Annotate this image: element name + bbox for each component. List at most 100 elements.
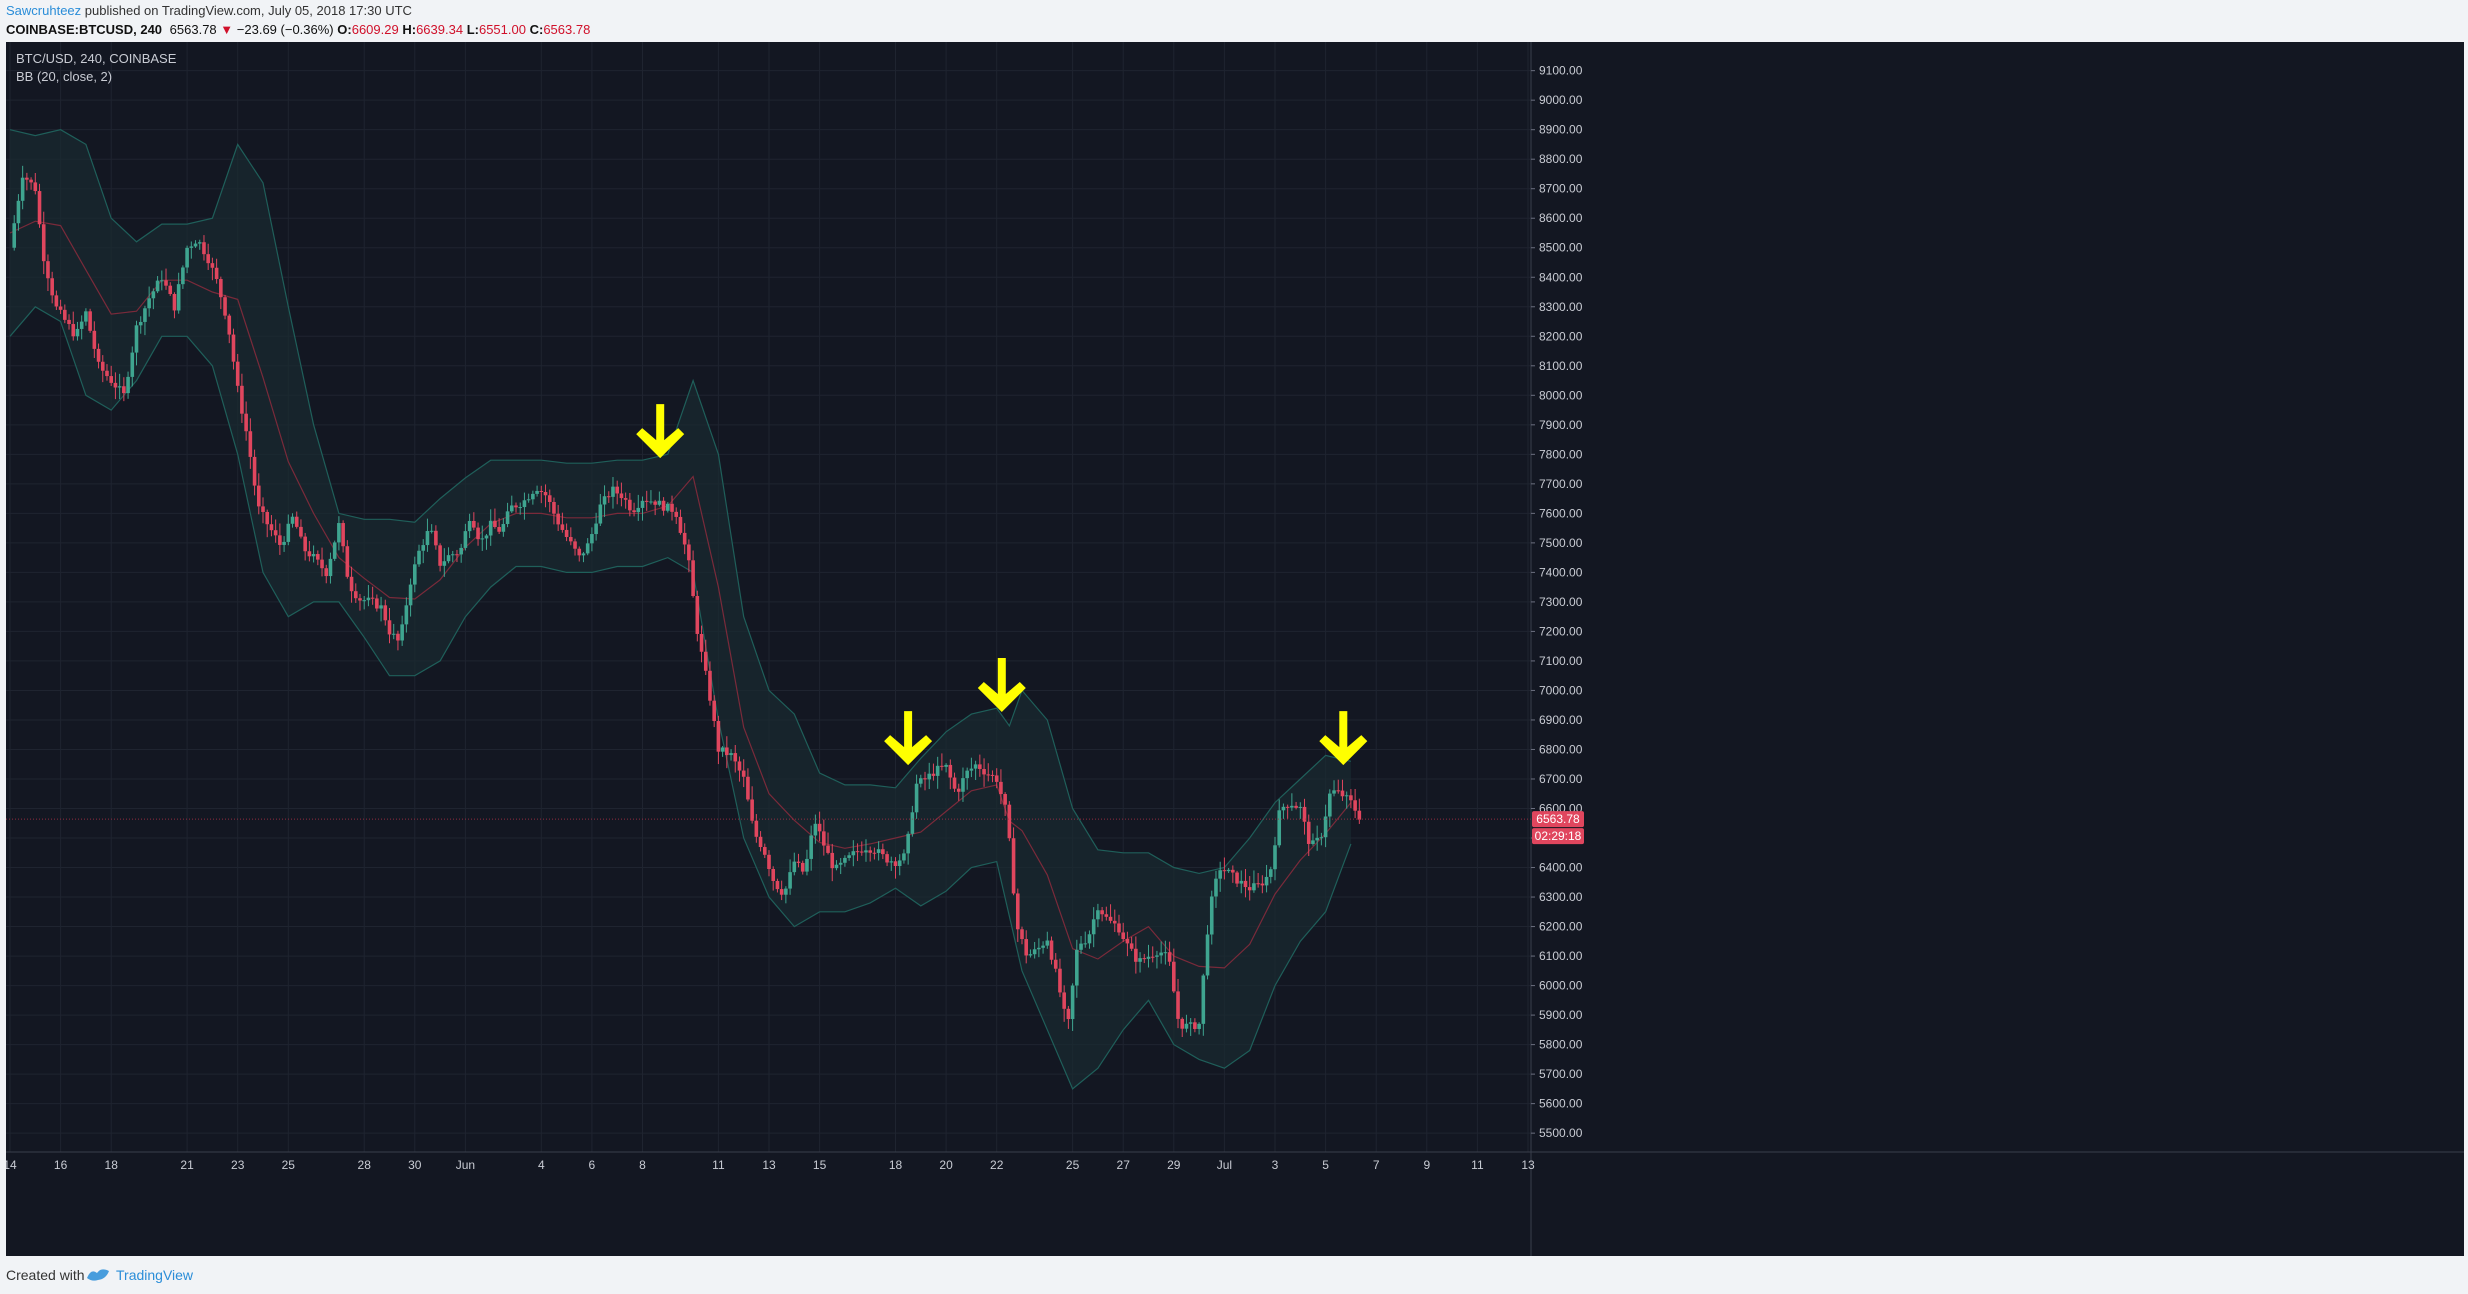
candle-up: [181, 267, 185, 285]
price-axis[interactable]: 5500.00 5600.00 5700.00 5800.00 5900.00 6000.…: [1530, 42, 1583, 1256]
time-axis[interactable]: 14 16 18 21 23 25 28 30 Jun 4 6 8 11 13 15 18 20 22 25 27 29…: [6, 1151, 2464, 1172]
candle-up: [467, 520, 472, 532]
footer: Created with TradingView: [0, 1256, 2468, 1294]
candle-up: [463, 531, 468, 548]
candle-down: [1285, 806, 1290, 808]
candle-up: [488, 520, 493, 536]
candle-down: [767, 854, 771, 869]
candle-up: [328, 558, 333, 577]
price-tick-label: 8600.00: [1539, 211, 1583, 225]
candle-up: [944, 764, 948, 767]
price-tick-label: 5600.00: [1539, 1097, 1583, 1111]
candle-down: [994, 775, 999, 782]
candle-down: [1357, 810, 1362, 820]
candle-down: [1142, 958, 1147, 960]
candle-up: [935, 765, 940, 776]
candle-down: [746, 776, 750, 800]
candle-down: [122, 386, 126, 394]
candle-down: [948, 764, 953, 778]
time-tick-label: 16: [54, 1158, 68, 1172]
time-tick-label: 21: [180, 1158, 194, 1172]
time-tick-label: 30: [408, 1158, 422, 1172]
candle-down: [71, 324, 76, 337]
candle-up: [197, 242, 202, 244]
candle-down: [303, 536, 307, 552]
tradingview-link[interactable]: TradingView: [116, 1267, 194, 1283]
time-tick-label: 15: [813, 1158, 827, 1172]
candle-up: [851, 851, 856, 856]
price-tick-label: 6800.00: [1539, 742, 1583, 756]
candle-up: [864, 850, 868, 853]
price-tick-label: 8200.00: [1539, 329, 1583, 343]
legend-symbol[interactable]: BTC/USD, 240, COINBASE: [16, 51, 177, 66]
candle-down: [1180, 1018, 1185, 1029]
candle-down: [1134, 948, 1138, 962]
candle-up: [509, 505, 514, 512]
candle-down: [1011, 838, 1016, 894]
price-tick-label: 5900.00: [1539, 1008, 1583, 1022]
candle-up: [176, 284, 181, 311]
candle-down: [1349, 795, 1353, 801]
author-link[interactable]: Sawcruhteez: [6, 3, 82, 18]
candle-up: [649, 501, 653, 503]
candle-down: [552, 502, 556, 514]
close-value: 6563.78: [543, 22, 591, 37]
candle-up: [75, 328, 80, 337]
candle-up: [1079, 943, 1083, 950]
candle-up: [193, 243, 198, 247]
tradingview-logo-icon[interactable]: [86, 1265, 110, 1283]
chart-pane[interactable]: 5500.00 5600.00 5700.00 5800.00 5900.00 6000.…: [6, 42, 2464, 1256]
candle-up: [590, 534, 594, 544]
band-lower-line: [9, 306, 1352, 1090]
candle-down: [762, 847, 767, 855]
candle-down: [278, 535, 282, 545]
candle-up: [969, 768, 974, 771]
candle-down: [455, 554, 459, 556]
publication-header: Sawcruhteez published on TradingView.com…: [0, 0, 2468, 42]
candle-down: [273, 530, 278, 536]
candle-down: [387, 620, 392, 635]
candle-up: [594, 523, 598, 535]
candle-down: [202, 242, 206, 255]
candle-down: [670, 503, 674, 512]
candle-down: [33, 182, 38, 192]
candle-down: [96, 348, 101, 362]
candle-down: [375, 598, 379, 609]
annotation-arrows: [636, 404, 1368, 766]
candle-up: [927, 773, 932, 780]
candle-down: [1193, 1022, 1197, 1029]
candle-down: [986, 774, 991, 776]
candle-up: [1087, 934, 1092, 944]
candle-up: [1209, 896, 1214, 935]
candle-up: [505, 511, 510, 525]
candle-down: [164, 280, 168, 286]
candle-up: [1197, 1023, 1201, 1029]
legend-indicator[interactable]: BB (20, close, 2): [16, 69, 113, 84]
candle-down: [1112, 920, 1117, 924]
candle-up: [640, 500, 645, 508]
candle-down: [796, 861, 801, 863]
candle-down: [1062, 992, 1066, 1009]
candle-up: [332, 542, 337, 559]
close-label: C:: [529, 22, 544, 37]
candle-up: [919, 778, 923, 784]
candle-down: [615, 486, 619, 494]
candles: [12, 165, 1362, 1037]
candle-up: [531, 493, 535, 500]
price-chart[interactable]: 5500.00 5600.00 5700.00 5800.00 5900.00 6000.…: [6, 42, 2464, 1256]
candle-down: [826, 845, 830, 853]
time-tick-label: 29: [1167, 1158, 1181, 1172]
candle-down: [265, 511, 270, 525]
down-arrow-icon: [636, 404, 685, 459]
published-text: published on TradingView.com, July 05, 2…: [84, 3, 412, 18]
candle-down: [1053, 959, 1058, 969]
candle-up: [1252, 883, 1256, 891]
candle-down: [560, 524, 565, 530]
candle-up: [1205, 934, 1210, 976]
candle-down: [619, 493, 624, 499]
candle-down: [800, 862, 805, 872]
time-tick-label: 18: [889, 1158, 903, 1172]
candle-down: [206, 254, 210, 264]
candle-down: [172, 294, 177, 311]
high-label: H:: [402, 22, 417, 37]
